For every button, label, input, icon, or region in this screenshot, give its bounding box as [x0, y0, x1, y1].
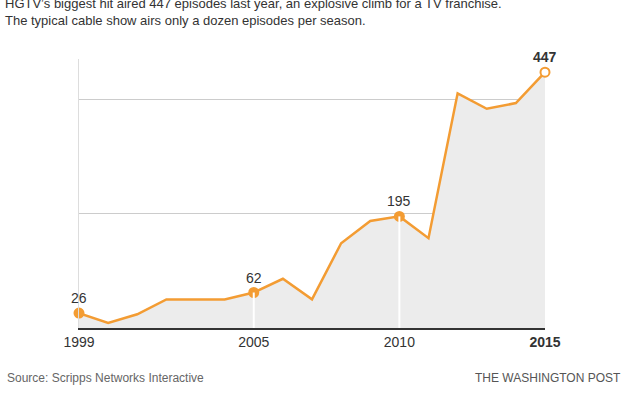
svg-text:2005: 2005	[238, 334, 269, 350]
svg-text:62: 62	[246, 270, 262, 286]
svg-text:2010: 2010	[384, 334, 415, 350]
svg-text:THE WASHINGTON POST: THE WASHINGTON POST	[475, 371, 621, 385]
svg-text:1999: 1999	[63, 334, 94, 350]
svg-text:Source: Scripps Networks Inter: Source: Scripps Networks Interactive	[7, 371, 204, 385]
svg-text:195: 195	[387, 193, 411, 209]
svg-text:447: 447	[533, 49, 557, 65]
svg-text:26: 26	[71, 290, 87, 306]
svg-text:2015: 2015	[529, 334, 560, 350]
svg-text:HGTV’s biggest hit aired 447 e: HGTV’s biggest hit aired 447 episodes la…	[5, 0, 502, 28]
